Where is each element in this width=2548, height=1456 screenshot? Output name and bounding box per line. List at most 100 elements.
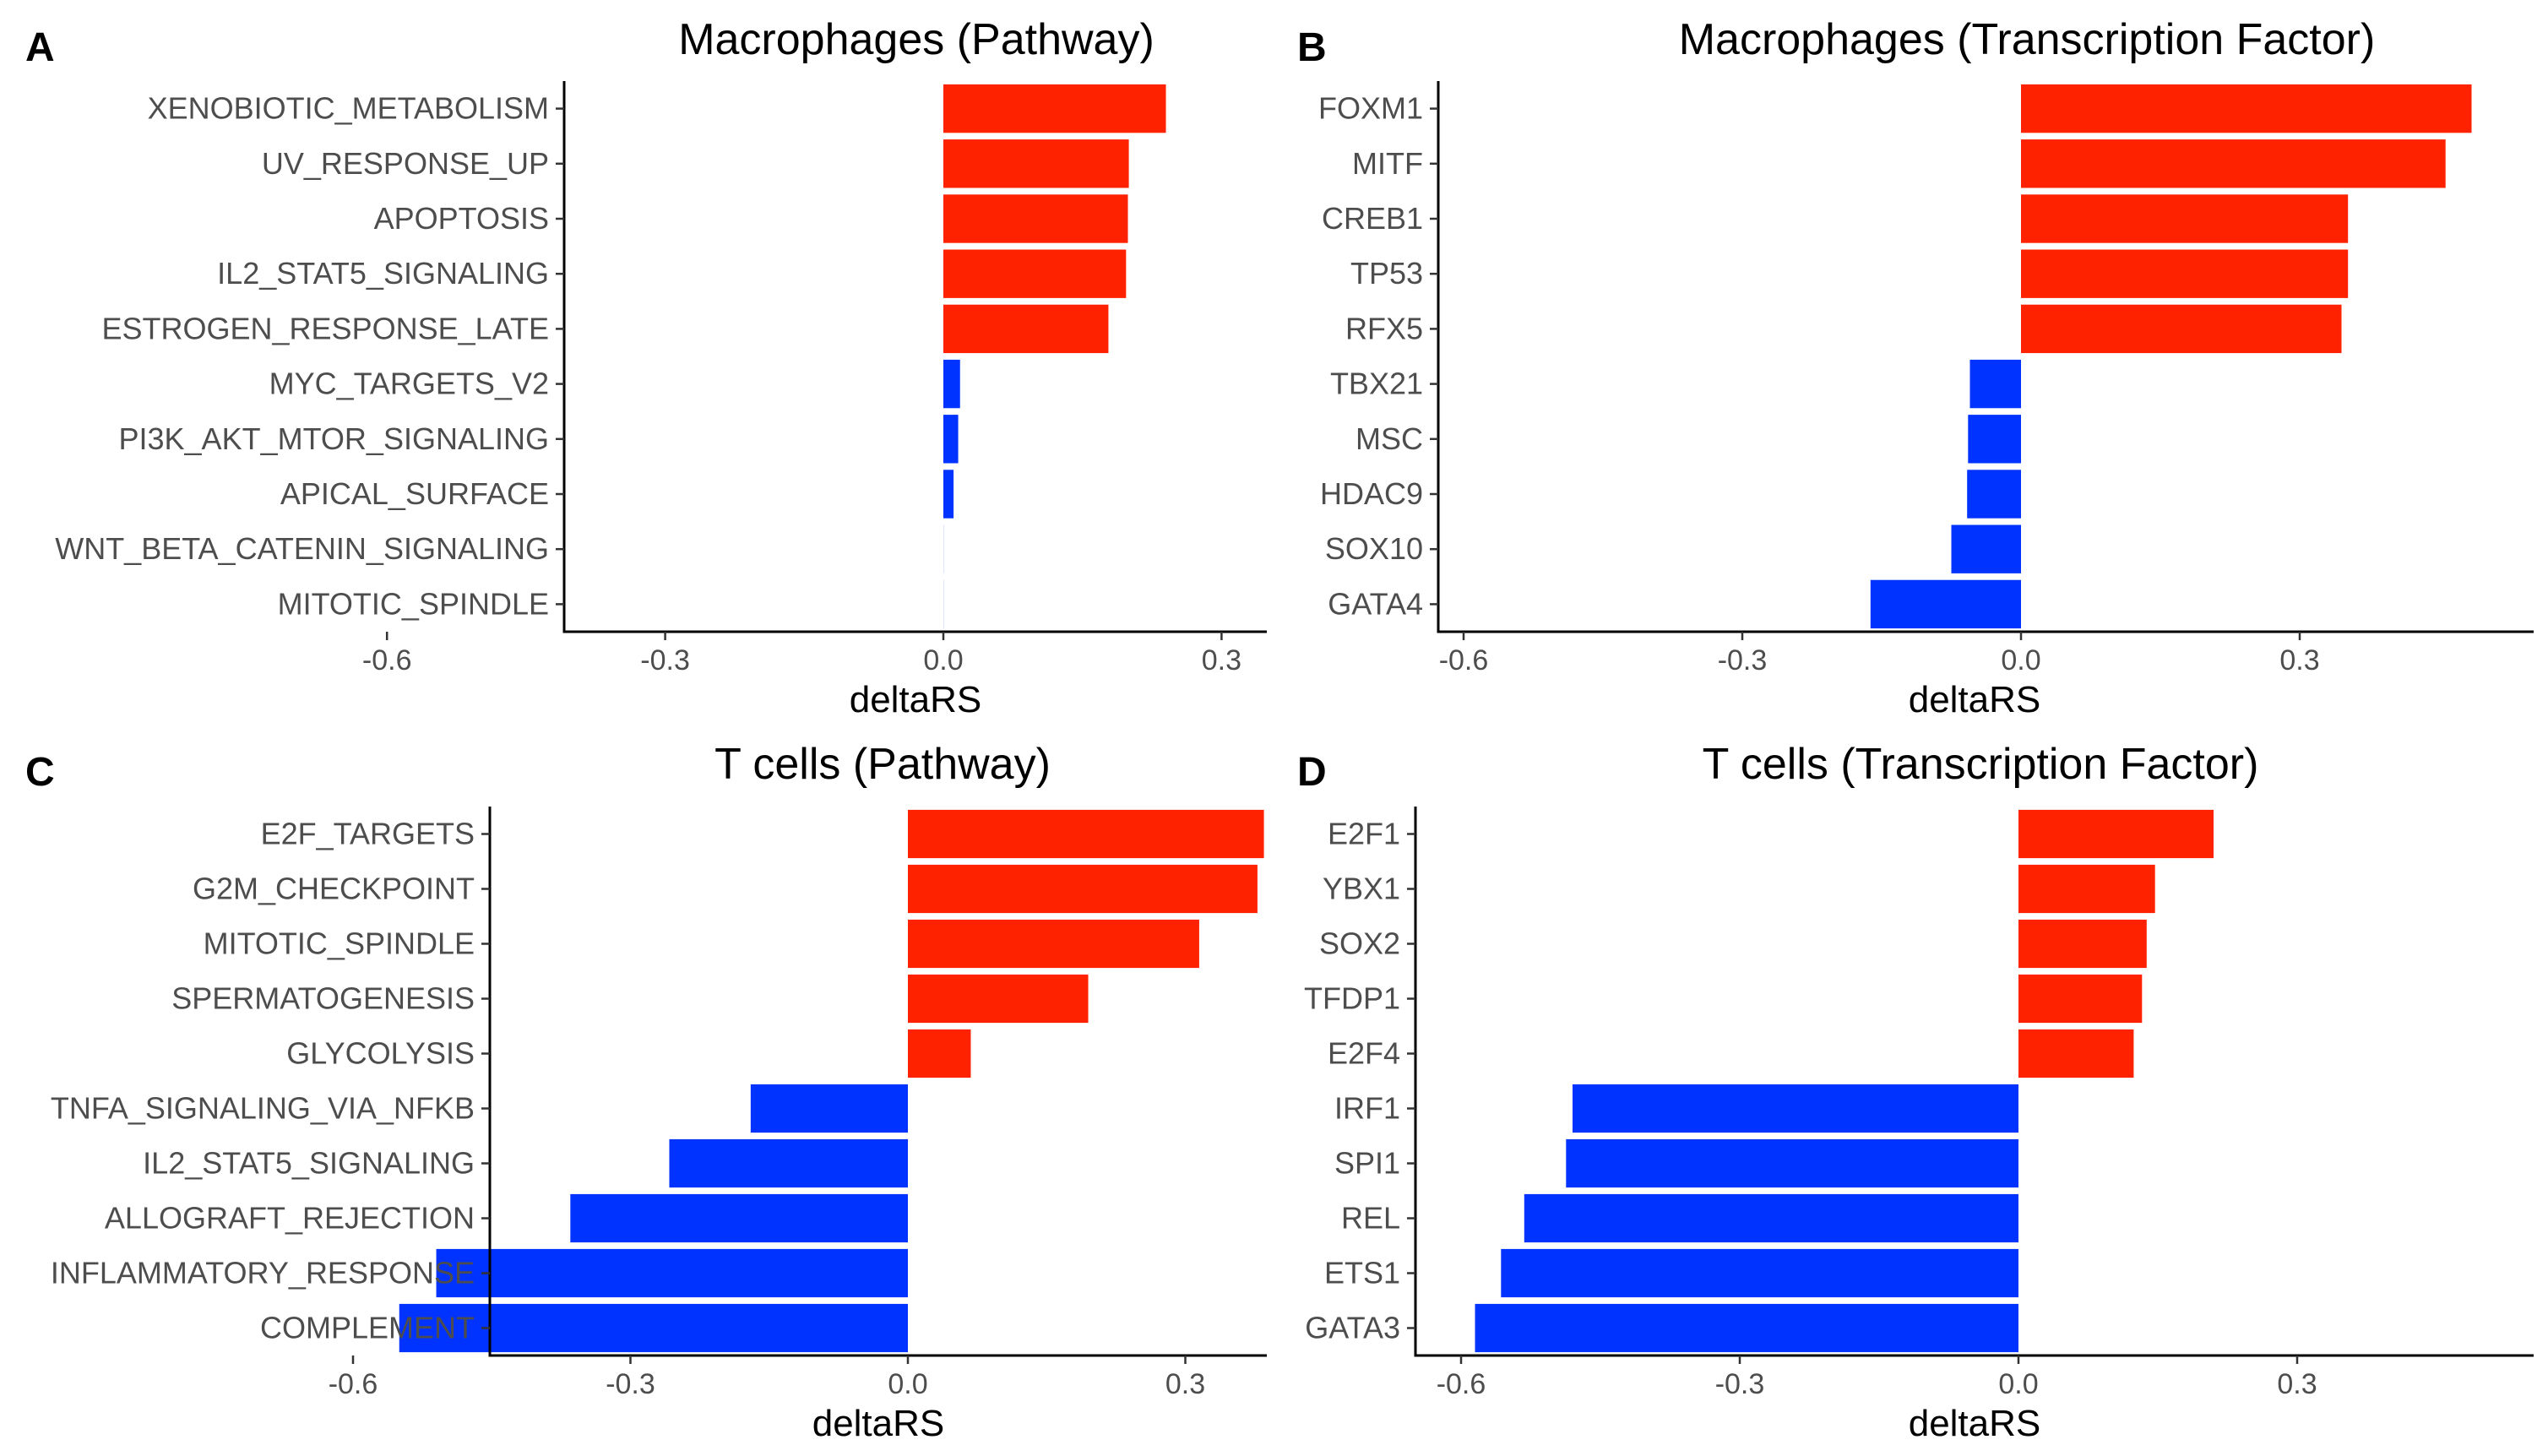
panel-b-x-tick-label: 0.0 — [2001, 644, 2040, 676]
panel-a-bars — [943, 84, 1166, 629]
panel-letter-a: A — [25, 25, 55, 70]
panel-a-title: Macrophages (Pathway) — [678, 15, 1154, 64]
panel-letter-c: C — [25, 750, 55, 795]
panel-a-x-axis-title: deltaRS — [850, 679, 982, 720]
panel-b-x-tick-label: -0.6 — [1439, 644, 1489, 676]
panel-b-category-label: HDAC9 — [1320, 476, 1423, 511]
panel-d-x-tick-label: -0.3 — [1715, 1368, 1765, 1400]
panel-d-category-label: E2F4 — [1328, 1036, 1400, 1071]
panel-c-x-tick-label: 0.3 — [1165, 1368, 1205, 1400]
panel-b-bar-foxm1 — [2021, 84, 2472, 133]
panel-c-bar-glycolysis — [908, 1029, 971, 1078]
panel-d-x-ticks: -0.6 -0.3 0.0 0.3 — [1437, 1355, 2317, 1400]
panel-c-category-label: TNFA_SIGNALING_VIA_NFKB — [51, 1091, 475, 1126]
panel-letter-b: B — [1297, 25, 1327, 70]
panel-c-category-label: G2M_CHECKPOINT — [193, 872, 475, 906]
panel-b-bar-tbx21 — [1969, 359, 2021, 409]
panel-a-bar-wnt-beta-catenin-signaling — [943, 524, 944, 573]
panel-a-bar-il2-stat5-signaling — [943, 249, 1127, 298]
panel-b-x-ticks: -0.6 -0.3 0.0 0.3 — [1439, 632, 2320, 676]
panel-b-bar-hdac9 — [1967, 470, 2021, 519]
panel-a-x-tick-label: -0.3 — [640, 644, 690, 676]
panel-d-x-tick-label: 0.0 — [1998, 1368, 2038, 1400]
panel-b-category-label: TBX21 — [1330, 367, 1423, 401]
panel-d-bar-ets1 — [1501, 1248, 2018, 1298]
panel-c-category-label: ALLOGRAFT_REJECTION — [105, 1201, 475, 1236]
panel-b-x-tick-label: 0.3 — [2279, 644, 2319, 676]
panel-d-category-label: ETS1 — [1324, 1256, 1400, 1290]
panel-a-bar-apical-surface — [943, 470, 954, 519]
panel-b-category-label: RFX5 — [1345, 311, 1423, 345]
panel-a-macrophages-pathway: A Macrophages (Pathway) -0.6 -0.3 0.0 0.3 X… — [25, 15, 1267, 720]
panel-a-bar-xenobiotic-metabolism — [943, 84, 1166, 133]
panel-d-bar-sox2 — [2018, 919, 2147, 969]
panel-b-macrophages-transcription-factor: B Macrophages (Transcription Factor) -0.… — [1297, 15, 2534, 720]
panel-a-bar-apoptosis — [943, 194, 1128, 243]
panel-c-x-tick-label: -0.3 — [606, 1368, 655, 1400]
panel-a-category-labels: XENOBIOTIC_METABOLISM UV_RESPONSE_UP APOPT… — [55, 91, 564, 621]
panel-c-title: T cells (Pathway) — [714, 740, 1051, 789]
panel-d-category-label: IRF1 — [1334, 1091, 1400, 1126]
panel-c-bar-tnfa-signaling-via-nfkb — [750, 1084, 908, 1133]
panel-a-x-ticks: -0.6 -0.3 0.0 0.3 — [362, 632, 1241, 676]
panel-d-category-labels: E2F1 YBX1 SOX2 TFDP1 E2F4 IRF1 SPI1 REL ETS1 GATA… — [1304, 817, 1415, 1345]
panel-c-bar-il2-stat5-signaling — [669, 1138, 908, 1188]
panel-b-category-label: TP53 — [1350, 256, 1423, 291]
panel-d-x-tick-label: -0.6 — [1437, 1368, 1486, 1400]
panel-a-bar-myc-targets-v2 — [943, 359, 960, 409]
panel-a-category-label: WNT_BETA_CATENIN_SIGNALING — [55, 531, 549, 566]
panel-d-x-axis-title: deltaRS — [1909, 1403, 2041, 1444]
panel-b-category-label: MSC — [1355, 421, 1423, 456]
panel-b-category-label: SOX10 — [1325, 531, 1423, 566]
panel-c-category-label: COMPLEMENT — [260, 1311, 475, 1345]
panel-b-bar-gata4 — [1870, 579, 2021, 629]
panel-a-category-label: ESTROGEN_RESPONSE_LATE — [102, 311, 550, 345]
panel-c-tcells-pathway: C T cells (Pathway) -0.6 -0.3 0.0 0.3 E2F_T… — [25, 740, 1267, 1444]
panel-a-bar-uv-response-up — [943, 139, 1129, 188]
panel-a-x-tick-label: -0.6 — [362, 644, 412, 676]
panel-c-bar-spermatogenesis — [908, 974, 1089, 1024]
panel-c-bar-g2m-checkpoint — [908, 864, 1258, 914]
panel-c-category-label: GLYCOLYSIS — [286, 1036, 475, 1071]
panel-d-tcells-transcription-factor: D T cells (Transcription Factor) -0.6 -0.… — [1297, 740, 2534, 1444]
panel-d-x-tick-label: 0.3 — [2277, 1368, 2317, 1400]
panel-b-x-tick-label: -0.3 — [1718, 644, 1768, 676]
panel-b-bar-creb1 — [2021, 194, 2349, 243]
panel-a-category-label: UV_RESPONSE_UP — [262, 146, 549, 181]
panel-c-x-ticks: -0.6 -0.3 0.0 0.3 — [329, 1355, 1205, 1400]
panel-b-bar-msc — [1968, 415, 2021, 464]
panel-b-bar-mitf — [2021, 139, 2446, 188]
panel-d-category-label: YBX1 — [1323, 872, 1400, 906]
panel-b-bar-rfx5 — [2021, 304, 2342, 354]
panel-a-category-label: PI3K_AKT_MTOR_SIGNALING — [118, 421, 549, 456]
panel-c-bar-e2f-targets — [908, 809, 1264, 859]
panel-d-category-label: REL — [1341, 1201, 1400, 1236]
panel-c-bar-inflammatory-response — [436, 1248, 908, 1298]
panel-a-bar-mitotic-spindle — [943, 579, 944, 629]
panel-c-bar-complement — [399, 1303, 908, 1353]
panel-b-x-axis-title: deltaRS — [1909, 679, 2041, 720]
panel-c-category-label: E2F_TARGETS — [261, 817, 475, 851]
panel-c-category-label: IL2_STAT5_SIGNALING — [143, 1146, 475, 1181]
panel-c-category-label: MITOTIC_SPINDLE — [204, 926, 475, 961]
panel-a-x-tick-label: 0.3 — [1202, 644, 1241, 676]
panel-b-category-label: CREB1 — [1322, 201, 1423, 236]
panel-c-category-label: INFLAMMATORY_RESPONSE — [51, 1256, 475, 1290]
panel-a-x-tick-label: 0.0 — [923, 644, 963, 676]
panel-d-bar-spi1 — [1566, 1138, 2018, 1188]
panel-d-bars — [1475, 809, 2214, 1353]
panel-b-title: Macrophages (Transcription Factor) — [1679, 15, 2376, 64]
panel-d-title: T cells (Transcription Factor) — [1703, 740, 2259, 789]
panel-a-bar-estrogen-response-late — [943, 304, 1109, 354]
panel-a-bar-pi3k-akt-mtor-signaling — [943, 415, 959, 464]
panel-d-category-label: SPI1 — [1334, 1146, 1400, 1181]
panel-c-bars — [399, 809, 1264, 1353]
panel-d-bar-ybx1 — [2018, 864, 2155, 914]
panel-letter-d: D — [1297, 750, 1327, 795]
panel-b-bar-sox10 — [1951, 524, 2021, 573]
panel-d-category-label: E2F1 — [1328, 817, 1400, 851]
panel-b-category-label: MITF — [1352, 146, 1423, 181]
panel-d-bar-e2f4 — [2018, 1029, 2134, 1078]
panel-a-category-label: APICAL_SURFACE — [280, 476, 549, 511]
